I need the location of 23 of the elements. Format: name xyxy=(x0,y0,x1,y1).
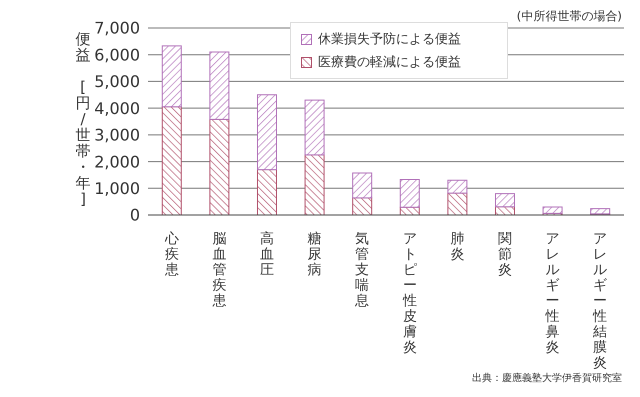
legend-label: 休業損失予防による便益 xyxy=(318,31,461,48)
x-tick-label: 関節炎 xyxy=(498,231,512,278)
y-tick-label: 6,000 xyxy=(94,45,140,64)
category-label: アレルギー性結膜炎 xyxy=(593,231,608,371)
x-tick-label: 心疾患 xyxy=(164,231,179,278)
legend-label: 医療費の軽減による便益 xyxy=(318,54,461,71)
x-tick-label: アレルギー性鼻炎 xyxy=(544,231,560,356)
x-tick-label: 脳血管疾患 xyxy=(211,231,226,309)
x-tick-label: 気管支喘息 xyxy=(354,231,370,309)
y-tick-label: 1,000 xyxy=(94,178,140,198)
y-tick-label: 3,000 xyxy=(94,126,140,145)
text: (中所得世帯の場合) xyxy=(516,8,622,25)
source-note: 出典：慶應義塾大学伊香賀研究室 xyxy=(472,372,622,385)
y-tick-label: 7,000 xyxy=(94,18,140,38)
y-tick-label: 5,000 xyxy=(94,72,140,92)
y-tick-label: 4,000 xyxy=(94,98,140,118)
y-tick-label: 2,000 xyxy=(94,152,140,172)
x-tick-label: 糖尿病 xyxy=(308,231,322,278)
y-tick-label: 0 xyxy=(130,206,140,225)
x-tick-label: 高血圧 xyxy=(260,231,274,278)
x-tick-label: 肺炎 xyxy=(450,231,464,262)
x-tick-label: アトピー性皮膚炎 xyxy=(402,231,417,356)
text: 便益 [円/世帯・年] xyxy=(76,30,90,208)
